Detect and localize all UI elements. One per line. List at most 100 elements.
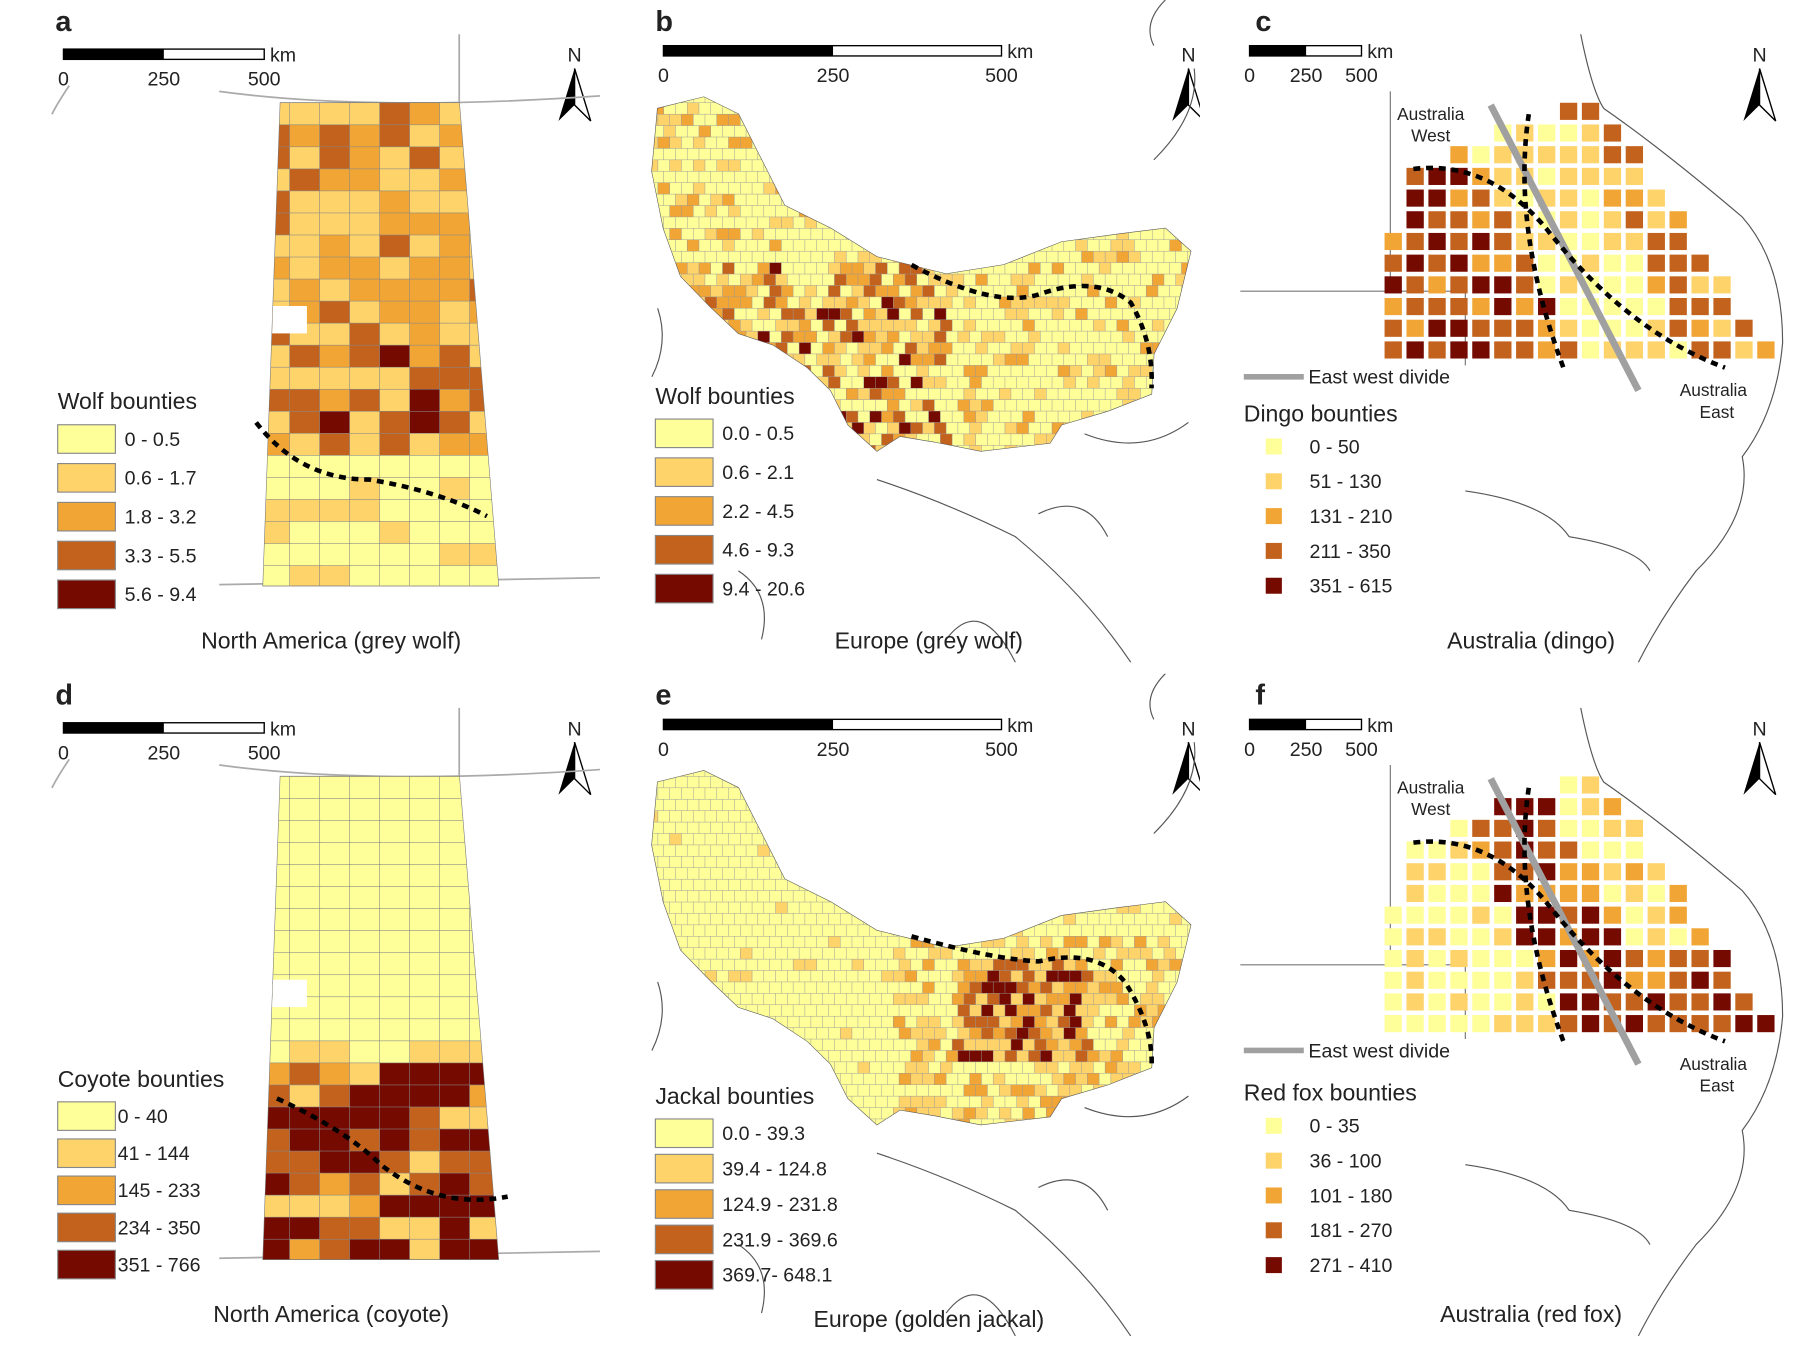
dashed-boundary [254, 421, 488, 519]
municipality [787, 993, 800, 1006]
region [379, 256, 412, 281]
municipality [898, 239, 912, 252]
scale-tick-label: 250 [817, 65, 850, 87]
municipality [716, 319, 729, 332]
municipality [851, 913, 865, 926]
grid-cell [1472, 928, 1490, 946]
municipality [1034, 1038, 1047, 1052]
municipality [987, 342, 1000, 355]
municipality [1134, 913, 1147, 926]
municipality [716, 113, 729, 127]
region [349, 820, 382, 844]
legend-label: 234 - 350 [118, 1217, 201, 1239]
municipality [1098, 776, 1112, 789]
region [439, 410, 472, 435]
grid-cell [1384, 928, 1402, 946]
municipality [1181, 308, 1191, 321]
municipality [869, 787, 882, 800]
region [349, 102, 382, 126]
municipality [822, 159, 835, 172]
municipality [822, 113, 835, 127]
municipality [851, 171, 865, 184]
municipality [1022, 113, 1035, 127]
municipality [1145, 193, 1159, 207]
municipality [686, 821, 700, 835]
municipality [1075, 890, 1088, 903]
municipality [1122, 844, 1135, 858]
municipality [1063, 1073, 1077, 1086]
grid-cell [1428, 1015, 1446, 1033]
municipality [1075, 422, 1088, 435]
municipality [1093, 182, 1106, 195]
municipality [1187, 273, 1191, 287]
municipality [728, 878, 741, 892]
municipality [1110, 1027, 1124, 1040]
municipality [1075, 376, 1088, 389]
municipality [751, 365, 765, 378]
region [289, 102, 322, 126]
grid-cell [1559, 1015, 1578, 1033]
municipality [1046, 296, 1059, 309]
municipality [1116, 878, 1130, 892]
grid-cell [1669, 211, 1687, 229]
municipality [1181, 958, 1191, 972]
municipality [1181, 821, 1191, 835]
municipality [1040, 890, 1053, 903]
legend-title: Red fox bounties [1244, 1080, 1417, 1106]
municipality [722, 262, 735, 275]
legend-title: Coyote bounties [58, 1066, 225, 1092]
municipality [875, 399, 888, 412]
municipality [1057, 901, 1071, 915]
legend-label: 0.0 - 0.5 [722, 423, 794, 445]
municipality [963, 342, 977, 355]
municipality [792, 102, 806, 115]
municipality [1010, 433, 1024, 446]
municipality [728, 205, 741, 218]
municipality [1140, 810, 1153, 823]
municipality [969, 308, 982, 321]
municipality [681, 856, 694, 869]
municipality [834, 947, 847, 960]
municipality [804, 262, 818, 275]
municipality [816, 821, 829, 835]
municipality [1122, 216, 1135, 230]
grid-cell [1384, 971, 1402, 989]
municipality [663, 353, 676, 367]
municipality [928, 993, 941, 1006]
municipality [1110, 821, 1124, 835]
municipality [1016, 936, 1029, 949]
municipality [740, 296, 753, 309]
municipality [1087, 799, 1100, 812]
municipality [1057, 770, 1071, 778]
municipality [881, 1107, 894, 1120]
municipality [757, 445, 771, 452]
scale-unit: km [1007, 41, 1033, 63]
municipality [728, 1061, 741, 1074]
municipality [834, 770, 847, 778]
municipality [934, 821, 947, 835]
grid-cell [1538, 819, 1556, 837]
municipality [834, 787, 847, 800]
region [263, 388, 292, 413]
municipality [1034, 113, 1047, 127]
region [289, 1018, 322, 1042]
region-label-west: West [1411, 799, 1450, 819]
municipality [875, 821, 888, 835]
region [263, 168, 292, 192]
municipality [692, 205, 706, 218]
grid-cell [1538, 928, 1556, 946]
coastline [1465, 1164, 1651, 1245]
municipality [675, 308, 688, 321]
municipality [1057, 1107, 1071, 1120]
grid-cell [1538, 906, 1556, 924]
region [469, 388, 499, 413]
municipality [816, 422, 829, 435]
municipality [851, 262, 865, 275]
municipality [828, 330, 841, 344]
legend-label: 211 - 350 [1310, 541, 1392, 563]
municipality [1116, 924, 1130, 937]
municipality [651, 947, 659, 960]
municipality [657, 342, 671, 355]
